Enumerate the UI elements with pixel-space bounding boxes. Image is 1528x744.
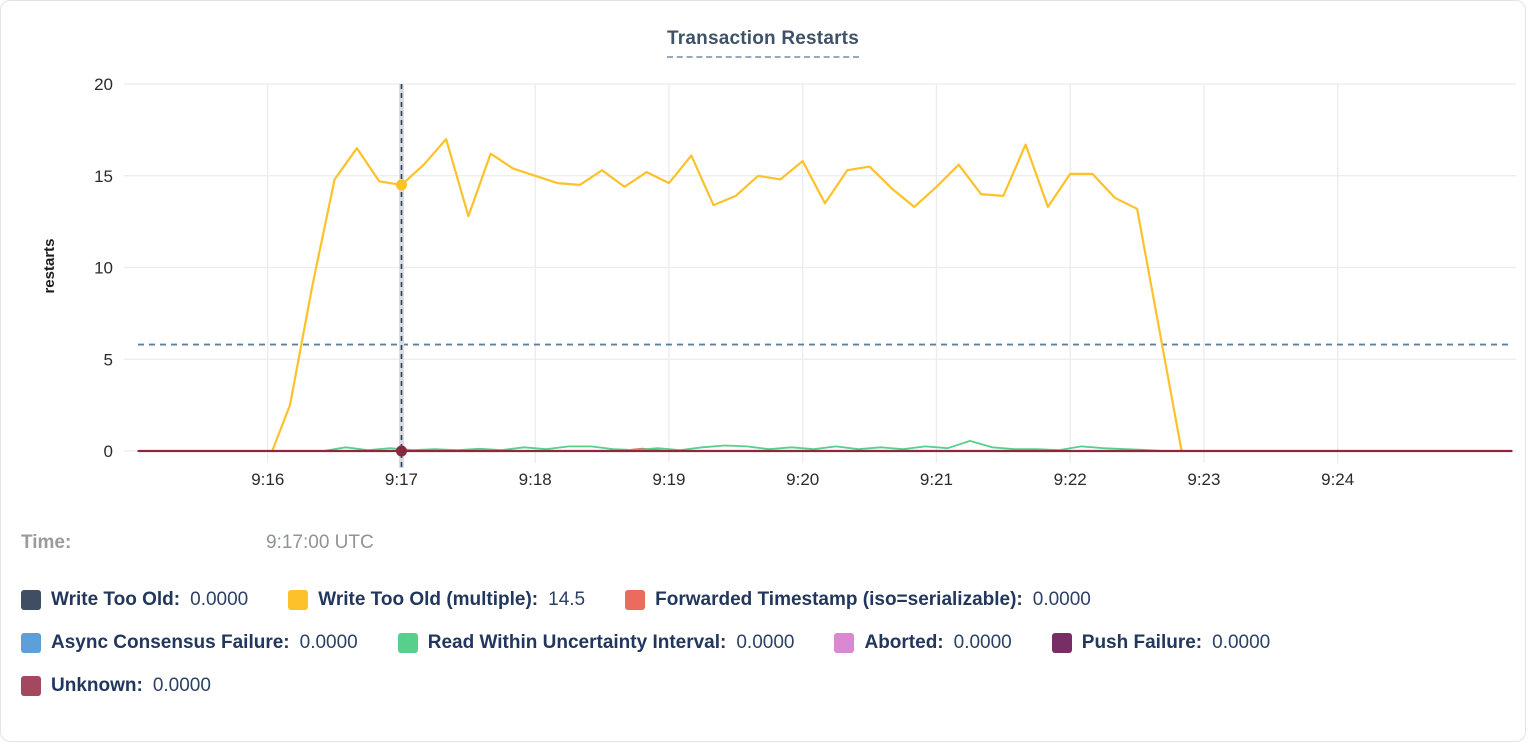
x-tick-label: 9:24 xyxy=(1321,470,1354,489)
y-tick-label: 20 xyxy=(94,75,113,94)
legend-value: 0.0000 xyxy=(1212,632,1271,653)
legend-value: 0.0000 xyxy=(736,632,795,653)
x-tick-label: 9:20 xyxy=(786,470,819,489)
legend-item-async-consensus-failure[interactable]: Async Consensus Failure: 0.0000 xyxy=(21,632,358,654)
legend-label: Write Too Old: xyxy=(51,589,181,610)
legend-swatch xyxy=(21,676,41,696)
series-line-read-within-uncertainty-interval xyxy=(322,439,1165,452)
legend-label: Write Too Old (multiple): xyxy=(318,589,539,610)
legend-item-push-failure[interactable]: Push Failure: 0.0000 xyxy=(1051,632,1271,654)
x-tick-label: 9:16 xyxy=(251,470,284,489)
time-label: Time: xyxy=(21,532,72,553)
x-tick-label: 9:22 xyxy=(1054,470,1087,489)
legend-value: 0.0000 xyxy=(190,589,249,610)
legend-label: Unknown: xyxy=(51,675,143,696)
x-tick-label: 9:23 xyxy=(1187,470,1220,489)
chart-plot-area[interactable] xyxy=(134,84,1516,451)
x-tick-label: 9:18 xyxy=(519,470,552,489)
hover-marker-write-too-old-multiple xyxy=(395,179,407,191)
legend-label: Async Consensus Failure: xyxy=(51,632,290,653)
y-tick-label: 0 xyxy=(104,442,113,461)
legend-row: Write Too Old: 0.0000 Write Too Old (multi… xyxy=(21,589,1511,611)
x-tick-label: 9:17 xyxy=(385,470,418,489)
legend-swatch xyxy=(625,590,646,610)
legend-row: Unknown: 0.0000 xyxy=(21,675,1511,697)
legend-value: 14.5 xyxy=(548,589,586,610)
legend-label: Push Failure: xyxy=(1081,632,1203,653)
chart-title[interactable]: Transaction Restarts xyxy=(667,28,859,58)
x-tick-label: 9:21 xyxy=(920,470,953,489)
y-tick-label: 15 xyxy=(94,167,113,186)
legend-item-write-too-old-multiple[interactable]: Write Too Old (multiple): 14.5 xyxy=(288,589,585,611)
legend-item-write-too-old[interactable]: Write Too Old: 0.0000 xyxy=(21,589,248,611)
legend-item-unknown[interactable]: Unknown: 0.0000 xyxy=(21,675,211,697)
legend-row: Async Consensus Failure: 0.0000 Read Withi… xyxy=(21,632,1511,654)
legend-swatch xyxy=(834,633,855,653)
legend-value: 0.0000 xyxy=(1032,589,1091,610)
legend-value: 0.0000 xyxy=(152,675,211,696)
legend-value: 0.0000 xyxy=(299,632,358,653)
chart-title-wrap: Transaction Restarts xyxy=(1,28,1525,58)
legend-item-forwarded-timestamp-iso-serializable[interactable]: Forwarded Timestamp (iso=serializable): 0… xyxy=(625,589,1091,611)
legend-swatch xyxy=(1051,633,1072,653)
y-tick-label: 5 xyxy=(104,350,113,369)
hover-marker-unknown xyxy=(395,445,407,457)
x-tick-label: 9:19 xyxy=(652,470,685,489)
series-line-write-too-old-multiple xyxy=(271,138,1183,453)
legend-swatch xyxy=(21,633,41,653)
legend-swatch xyxy=(288,590,309,610)
legend-label: Read Within Uncertainty Interval: xyxy=(427,632,727,653)
transaction-restarts-chart[interactable]: 0 5 10 15 20 9:16 9:17 9:18 9:19 9:20 9:21 9:22 9:23… xyxy=(1,1,1528,516)
legend-value: 0.0000 xyxy=(953,632,1012,653)
legend-item-read-within-uncertainty-interval[interactable]: Read Within Uncertainty Interval: 0.0000 xyxy=(397,632,795,654)
time-value: 9:17:00 UTC xyxy=(266,532,374,553)
hover-time-row: Time: 9:17:00 UTC xyxy=(21,532,374,554)
legend-label: Aborted: xyxy=(864,632,944,653)
chart-legend: Write Too Old: 0.0000 Write Too Old (multi… xyxy=(21,589,1511,718)
legend-label: Forwarded Timestamp (iso=serializable): xyxy=(655,589,1023,610)
y-tick-label: 10 xyxy=(94,259,113,278)
y-axis-label: restarts xyxy=(40,238,58,294)
legend-item-aborted[interactable]: Aborted: 0.0000 xyxy=(834,632,1012,654)
legend-swatch xyxy=(397,633,418,653)
legend-swatch xyxy=(21,590,41,610)
